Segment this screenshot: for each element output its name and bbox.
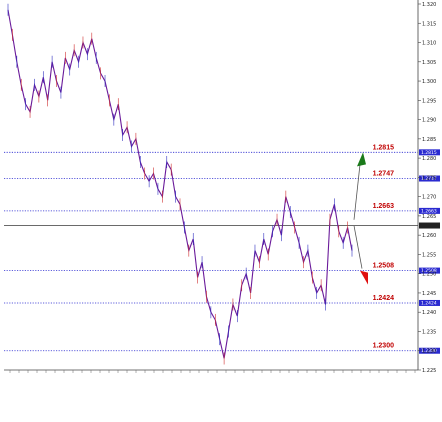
price-series-line — [7, 9, 353, 359]
y-tick-label: 1.305 — [422, 60, 436, 66]
current-price-tag — [419, 222, 440, 229]
level-price-tag — [419, 149, 440, 156]
y-tick-label: 1.295 — [422, 98, 436, 104]
level-price-tag-text: 1.2300 — [421, 348, 437, 354]
y-tick-label: 1.300 — [422, 79, 436, 85]
level-label: 1.2424 — [373, 295, 395, 302]
y-tick-label: 1.275 — [422, 175, 436, 181]
annotation-layer — [353, 152, 368, 285]
level-price-tag-text: 1.2747 — [421, 176, 437, 182]
down-arrow-shaft — [353, 225, 363, 269]
level-price-tag-text: 1.2508 — [421, 268, 437, 274]
level-label: 1.2508 — [373, 263, 395, 270]
y-tick-label: 1.270 — [422, 195, 436, 201]
level-price-tag-text: 1.2815 — [421, 150, 437, 156]
series-layer — [7, 3, 353, 365]
y-tick-label: 1.310 — [422, 41, 436, 47]
y-tick-label: 1.265 — [422, 214, 436, 220]
level-price-tag — [419, 347, 440, 354]
levels-layer: 1.2815 1.2815 1.2747 1.2747 1.2663 1.2663 1.25… — [4, 144, 440, 354]
y-tick-label: 1.290 — [422, 118, 436, 124]
y-tick-label: 1.280 — [422, 156, 436, 162]
level-label: 1.2747 — [373, 171, 395, 178]
y-tick-label: 1.240 — [422, 310, 436, 316]
y-tick-label: 1.250 — [422, 272, 436, 278]
y-tick-label: 1.260 — [422, 233, 436, 239]
level-price-tag — [419, 267, 440, 274]
level-price-tag — [419, 299, 440, 306]
level-label: 1.2663 — [373, 203, 395, 210]
y-tick-label: 1.320 — [422, 2, 436, 8]
level-price-tag-text: 1.2424 — [421, 300, 437, 306]
y-tick-label: 1.245 — [422, 291, 436, 297]
level-price-tag — [419, 175, 440, 182]
y-tick-label: 1.285 — [422, 137, 436, 143]
level-label: 1.2815 — [373, 144, 395, 151]
y-tick-label: 1.230 — [422, 349, 436, 355]
up-arrow-shaft — [353, 164, 361, 220]
y-tick-label: 1.315 — [422, 21, 436, 27]
level-price-tag-text: 1.2663 — [421, 208, 437, 214]
up-arrow-head — [357, 152, 366, 167]
y-tick-label: 1.235 — [422, 329, 436, 335]
level-price-tag — [419, 207, 440, 214]
level-label: 1.2300 — [373, 343, 395, 350]
y-tick-label: 1.225 — [422, 368, 436, 374]
down-arrow-head — [360, 270, 368, 285]
price-axis: 1.320 1.315 1.310 1.305 1.300 1.295 1.290 1.285… — [4, 0, 436, 374]
y-tick-label: 1.255 — [422, 252, 436, 258]
